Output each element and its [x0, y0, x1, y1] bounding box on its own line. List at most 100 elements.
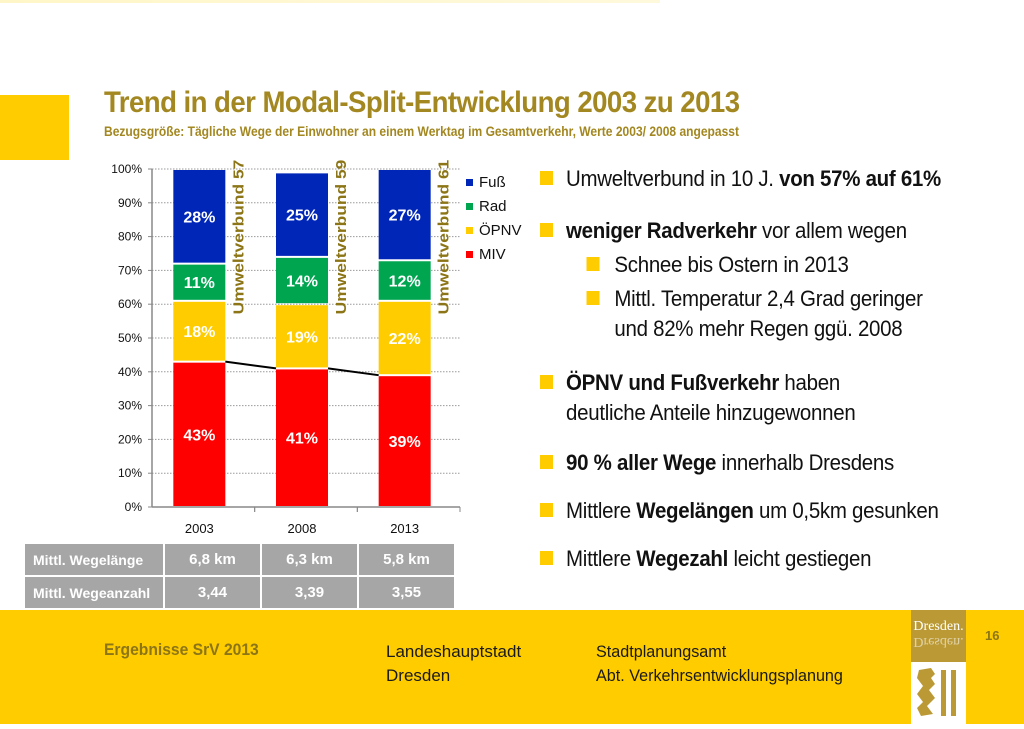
- bullet-text: Mittlere Wegezahl leicht gestiegen: [566, 546, 872, 571]
- bar-rad-2003: [173, 264, 226, 300]
- miv-trend-line: [327, 367, 379, 377]
- y-tick-label: 100%: [111, 162, 142, 176]
- footer-city: Landeshauptstadt Dresden: [386, 640, 521, 688]
- data-label: 28%: [183, 209, 215, 226]
- y-tick-label: 70%: [118, 263, 142, 277]
- bullet-text: weniger Radverkehr vor allem wegen: [566, 218, 907, 243]
- footer-title: Ergebnisse SrV 2013: [104, 640, 259, 659]
- bar-rad-2008: [276, 257, 328, 304]
- legend-label: MIV: [479, 245, 506, 263]
- data-label: 43%: [183, 427, 215, 444]
- umweltverbund-annotation: Umweltverbund 61 %: [436, 155, 453, 314]
- bullet-square-icon: [540, 375, 554, 389]
- y-tick-label: 50%: [118, 331, 142, 345]
- legend-item-miv: MIV: [466, 242, 522, 266]
- y-tick-label: 30%: [118, 399, 142, 413]
- miv-trend-line: [225, 360, 277, 370]
- legend-item-fuß: Fuß: [466, 170, 522, 194]
- bullet-square-icon: [586, 257, 600, 271]
- bar-miv-2003: [173, 362, 226, 506]
- legend-swatch: [466, 178, 473, 186]
- row-label: Mittl. Wegelänge: [25, 544, 163, 575]
- bar-rad-2013: [378, 261, 431, 300]
- bar-öpnv-2008: [276, 305, 328, 368]
- data-label: 14%: [286, 274, 318, 291]
- legend-label: Rad: [479, 197, 507, 215]
- data-label: 18%: [183, 324, 215, 341]
- data-label: 12%: [389, 274, 421, 291]
- footer-office-line1: Stadtplanungsamt: [596, 642, 727, 661]
- bar-miv-2008: [276, 369, 328, 506]
- legend-swatch: [466, 202, 473, 210]
- footer-office: Stadtplanungsamt Abt. Verkehrsentwicklun…: [596, 640, 843, 688]
- y-tick-label: 10%: [118, 466, 142, 480]
- y-tick-label: 40%: [118, 365, 142, 379]
- top-accent-line: [0, 0, 660, 3]
- footer-office-line2: Abt. Verkehrsentwicklungsplanung: [596, 666, 843, 685]
- table-cell: 3,55: [359, 577, 454, 608]
- table-row: Mittl. Wegeanzahl 3,44 3,39 3,55: [25, 577, 454, 608]
- bullet-text: Mittl. Temperatur 2,4 Grad geringer und 8…: [614, 286, 923, 341]
- bar-öpnv-2003: [173, 301, 226, 361]
- data-label: 39%: [389, 434, 421, 451]
- bullet-square-icon: [586, 291, 600, 305]
- data-label: 27%: [389, 208, 421, 225]
- table-cell: 3,44: [165, 577, 260, 608]
- legend-label: ÖPNV: [479, 221, 522, 239]
- logo-text-mirror: Dresden.: [913, 634, 964, 649]
- page-number: 16: [985, 628, 1000, 643]
- y-tick-label: 60%: [118, 297, 142, 311]
- table-cell: 6,8 km: [165, 544, 260, 575]
- lion-crest-icon: [917, 668, 956, 716]
- dresden-lion-crest: [911, 662, 966, 724]
- y-tick-label: 20%: [118, 432, 142, 446]
- table-cell: 6,3 km: [262, 544, 357, 575]
- bullet-square-icon: [540, 171, 554, 185]
- y-tick-label: 80%: [118, 230, 142, 244]
- left-accent-block: [0, 95, 69, 160]
- data-label: 19%: [286, 329, 318, 346]
- bullet-text: Umweltverbund in 10 J. von 57% auf 61%: [566, 166, 941, 191]
- legend-item-rad: Rad: [466, 194, 522, 218]
- bar-fuß-2003: [173, 170, 226, 263]
- bullet-text: Schnee bis Ostern in 2013: [614, 252, 849, 277]
- bullet-text: ÖPNV und Fußverkehr haben deutliche Antei…: [566, 370, 856, 425]
- bullet-square-icon: [540, 223, 554, 237]
- data-label: 11%: [184, 275, 215, 292]
- logo-text: Dresden.: [913, 619, 964, 634]
- bar-fuß-2008: [276, 173, 328, 256]
- bullet-text: Mittlere Wegelängen um 0,5km gesunken: [566, 498, 939, 523]
- x-tick-label: 2008: [288, 521, 317, 536]
- footer-city-line2: Dresden: [386, 666, 451, 685]
- chart-legend: Fuß Rad ÖPNV MIV: [466, 170, 522, 266]
- x-tick-label: 2003: [185, 521, 214, 536]
- modal-split-chart: 0% 10% 20% 30% 40% 50% 60% 70% 80% 90% 100% 43% 18% 1…: [111, 155, 461, 536]
- legend-label: Fuß: [479, 173, 506, 191]
- dresden-logo: Dresden. Dresden.: [911, 610, 966, 724]
- table-cell: 3,39: [262, 577, 357, 608]
- data-label: 25%: [286, 208, 318, 225]
- bullet-square-icon: [540, 455, 554, 469]
- bar-fuß-2013: [378, 170, 431, 260]
- data-label: 41%: [286, 431, 318, 448]
- y-tick-label: 0%: [125, 500, 143, 514]
- bar-öpnv-2013: [378, 301, 431, 375]
- legend-swatch: [466, 250, 473, 258]
- legend-swatch: [466, 226, 473, 234]
- bullet-text: 90 % aller Wege innerhalb Dresdens: [566, 450, 894, 475]
- table-cell: 5,8 km: [359, 544, 454, 575]
- page-subtitle: Bezugsgröße: Tägliche Wege der Einwohner…: [104, 123, 740, 139]
- page-title: Trend in der Modal-Split-Entwicklung 200…: [104, 86, 740, 119]
- y-tick-label: 90%: [118, 196, 142, 210]
- umweltverbund-annotation: Umweltverbund 57 %: [230, 155, 247, 314]
- row-label: Mittl. Wegeanzahl: [25, 577, 163, 608]
- footer-city-line1: Landeshauptstadt: [386, 642, 522, 661]
- bullet-square-icon: [540, 503, 554, 517]
- bar-miv-2013: [378, 376, 431, 506]
- table-row: Mittl. Wegelänge 6,8 km 6,3 km 5,8 km: [25, 544, 454, 575]
- data-label: 22%: [389, 331, 421, 348]
- footer: Ergebnisse SrV 2013 Landeshauptstadt Dre…: [0, 610, 1024, 724]
- umweltverbund-annotation: Umweltverbund 59 %: [333, 155, 350, 314]
- bullet-square-icon: [540, 551, 554, 565]
- legend-item-öpnv: ÖPNV: [466, 218, 522, 242]
